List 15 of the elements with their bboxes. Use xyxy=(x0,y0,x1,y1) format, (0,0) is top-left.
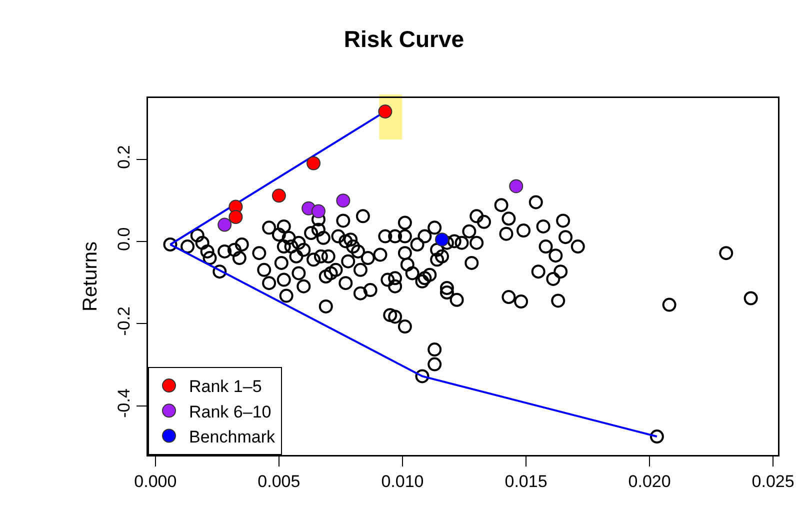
legend-label: Benchmark xyxy=(189,427,276,446)
x-tick-label: 0.025 xyxy=(752,472,794,491)
legend-label: Rank 6–10 xyxy=(189,402,272,422)
x-tick-label: 0.005 xyxy=(258,472,300,491)
x-tick-label: 0.020 xyxy=(628,472,671,491)
y-tick-label: 0.0 xyxy=(114,227,134,251)
y-tick-label: -0.2 xyxy=(114,306,134,336)
y-axis-title: Returns xyxy=(79,241,102,312)
y-tick-label: -0.4 xyxy=(114,388,134,418)
x-tick-label: 0.015 xyxy=(504,472,548,491)
x-tick-label: 0.000 xyxy=(134,472,177,491)
x-tick-label: 0.010 xyxy=(381,472,424,491)
chart-title: Risk Curve xyxy=(344,26,464,52)
legend-label: Rank 1–5 xyxy=(189,377,262,396)
y-tick-label: 0.2 xyxy=(114,145,134,169)
